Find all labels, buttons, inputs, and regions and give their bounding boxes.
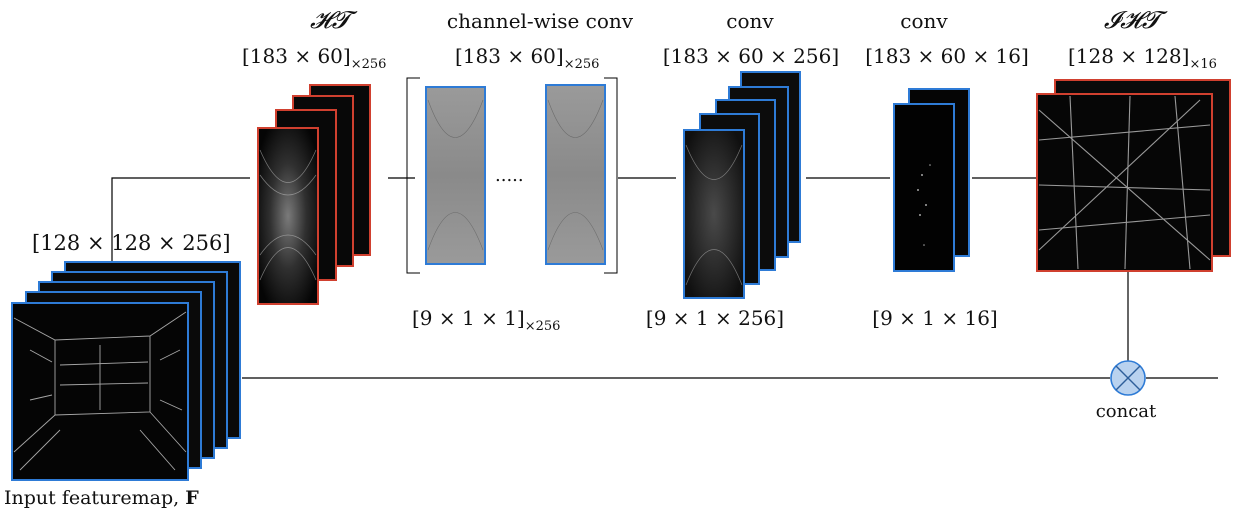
cwconv-filter-first <box>425 86 486 265</box>
conv1-title: conv <box>726 9 774 33</box>
ht-front <box>257 127 319 305</box>
conv2-title: conv <box>900 9 948 33</box>
cwconv-dims-label: [183 × 60]×256 <box>455 44 599 72</box>
conv2-dims-label: [183 × 60 × 16] <box>865 44 1029 68</box>
cwconv-dots: ..... <box>495 165 524 186</box>
ht-dims-label: [183 × 60]×256 <box>242 44 386 72</box>
input-caption-symbol: F <box>185 487 199 509</box>
conv2-kernel-label: [9 × 1 × 16] <box>872 306 997 330</box>
cwconv-title: channel-wise conv <box>447 9 634 33</box>
concat-label: concat <box>1096 401 1157 422</box>
input-dims-label: [128 × 128 × 256] <box>32 231 231 255</box>
input-caption: Input featuremap, F <box>4 487 199 509</box>
conv1-front <box>683 129 745 299</box>
connection-lines <box>111 177 1218 379</box>
ht-stack <box>257 84 371 305</box>
featuremap-front <box>11 302 189 481</box>
left-bracket <box>406 77 420 274</box>
cwconv-filter-last <box>545 84 606 265</box>
input-to-ht-line <box>111 177 250 262</box>
conv1-dims-label: [183 × 60 × 256] <box>663 44 839 68</box>
cwconv-kernel-label: [9 × 1 × 1]×256 <box>412 306 560 334</box>
conv2-stack <box>893 88 970 272</box>
conv2-front <box>893 103 955 272</box>
iht-dims-label: [128 × 128]×16 <box>1068 44 1217 72</box>
ht-title: 𝓗𝓣 <box>310 6 358 34</box>
concat-node <box>1110 360 1146 396</box>
iht-front <box>1036 93 1213 272</box>
conv1-stack <box>683 71 801 299</box>
input-featuremap-stack <box>11 261 241 481</box>
cwconv-group: ..... <box>406 77 618 274</box>
right-bracket <box>604 77 618 274</box>
conv1-kernel-label: [9 × 1 × 256] <box>646 306 784 330</box>
iht-stack <box>1036 79 1231 272</box>
iht-title: 𝓘𝓗𝓣 <box>1104 6 1168 34</box>
